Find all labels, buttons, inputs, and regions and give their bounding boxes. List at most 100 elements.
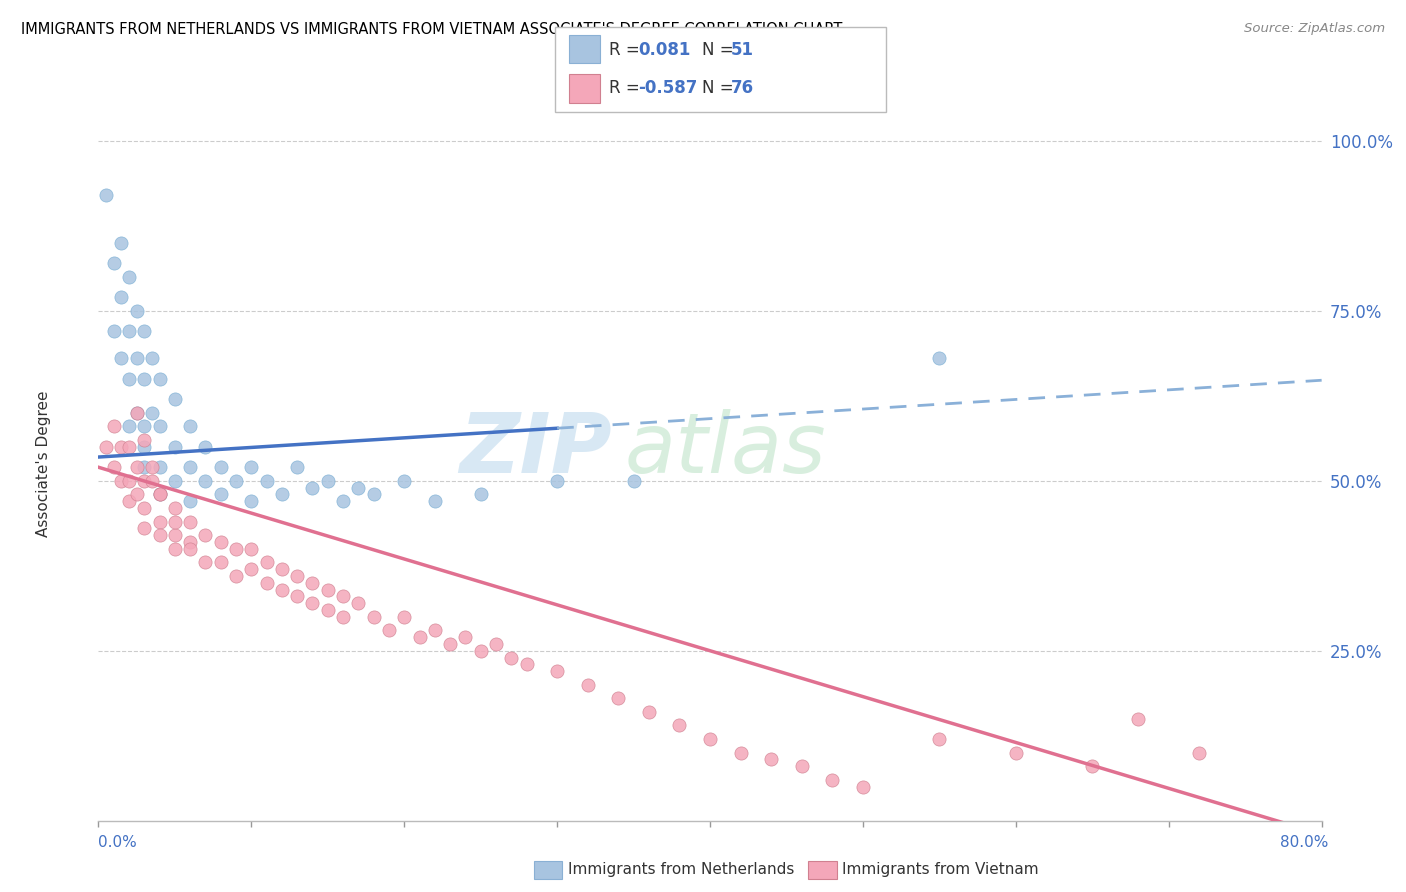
Text: 76: 76 [731, 78, 754, 96]
Point [163, 515, 186, 529]
Point [149, 372, 172, 386]
Text: R =: R = [609, 41, 645, 59]
Point [94, 440, 117, 454]
Point [118, 324, 141, 338]
Point [110, 474, 132, 488]
Point [149, 419, 172, 434]
Text: Immigrants from Vietnam: Immigrants from Vietnam [842, 863, 1039, 877]
Point [332, 494, 354, 508]
Point [134, 324, 156, 338]
Point [730, 746, 752, 760]
Point [256, 575, 278, 590]
Point [637, 705, 661, 719]
Point [423, 494, 446, 508]
Point [546, 474, 568, 488]
Point [194, 440, 217, 454]
Point [623, 474, 645, 488]
Point [179, 460, 201, 475]
Point [163, 440, 186, 454]
Point [501, 650, 523, 665]
Text: 0.081: 0.081 [638, 41, 690, 59]
Point [149, 515, 172, 529]
Point [485, 637, 508, 651]
Point [423, 624, 446, 638]
Point [316, 582, 339, 597]
Point [179, 419, 201, 434]
Point [209, 460, 232, 475]
Point [141, 460, 163, 475]
Point [1081, 759, 1104, 773]
Point [285, 569, 308, 583]
Point [852, 780, 875, 794]
Point [408, 630, 430, 644]
Point [928, 732, 950, 747]
Point [149, 487, 172, 501]
Text: N =: N = [702, 41, 738, 59]
Point [546, 664, 568, 678]
Point [439, 637, 461, 651]
Point [179, 535, 201, 549]
Point [103, 460, 125, 475]
Point [301, 481, 323, 495]
Point [118, 269, 141, 284]
Point [118, 474, 141, 488]
Point [301, 596, 323, 610]
Point [1004, 746, 1026, 760]
Point [110, 351, 132, 366]
Point [378, 624, 401, 638]
Text: Associate's Degree: Associate's Degree [37, 391, 51, 537]
Point [225, 541, 247, 556]
Point [194, 474, 217, 488]
Point [125, 304, 148, 318]
Point [103, 256, 125, 270]
Point [285, 590, 308, 604]
Point [576, 678, 599, 692]
Point [134, 501, 156, 516]
Point [392, 474, 416, 488]
Point [194, 555, 217, 569]
Point [332, 590, 354, 604]
Point [392, 609, 416, 624]
Point [125, 460, 148, 475]
Point [225, 474, 247, 488]
Point [103, 324, 125, 338]
Point [454, 630, 477, 644]
Point [141, 406, 163, 420]
Point [149, 487, 172, 501]
Point [285, 460, 308, 475]
Point [194, 528, 217, 542]
Point [134, 433, 156, 447]
Point [225, 569, 247, 583]
Point [125, 351, 148, 366]
Point [110, 235, 132, 250]
Point [821, 772, 844, 787]
Point [240, 494, 263, 508]
Point [316, 474, 339, 488]
Point [1188, 746, 1211, 760]
Point [607, 691, 630, 706]
Point [270, 562, 292, 576]
Point [110, 290, 132, 304]
Point [134, 474, 156, 488]
Point [163, 501, 186, 516]
Text: ZIP: ZIP [460, 409, 612, 490]
Point [163, 541, 186, 556]
Point [316, 603, 339, 617]
Point [470, 644, 492, 658]
Text: Immigrants from Netherlands: Immigrants from Netherlands [568, 863, 794, 877]
Point [134, 521, 156, 535]
Point [209, 535, 232, 549]
Point [790, 759, 813, 773]
Point [141, 351, 163, 366]
Point [149, 460, 172, 475]
Text: -0.587: -0.587 [638, 78, 697, 96]
Point [103, 419, 125, 434]
Point [134, 440, 156, 454]
Text: Source: ZipAtlas.com: Source: ZipAtlas.com [1244, 22, 1385, 36]
Point [240, 562, 263, 576]
Point [134, 460, 156, 475]
Point [125, 406, 148, 420]
Point [516, 657, 538, 672]
Point [94, 188, 117, 202]
Text: atlas: atlas [624, 409, 827, 490]
